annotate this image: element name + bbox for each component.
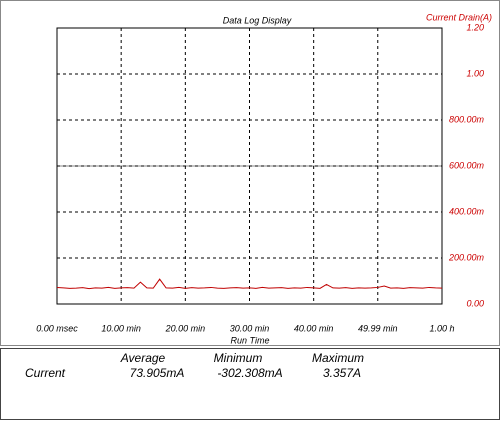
x-tick-label: 20.00 min bbox=[165, 323, 206, 333]
x-tick-label: 0.00 msec bbox=[36, 323, 78, 333]
y-tick-label: 200.00m bbox=[448, 252, 485, 262]
stats-row-label: Current bbox=[25, 366, 66, 380]
stats-header: Average bbox=[120, 351, 166, 365]
y-tick-label: 400.00m bbox=[449, 206, 485, 216]
y-tick-label: 600.00m bbox=[449, 160, 485, 170]
y-tick-label: 1.20 bbox=[466, 22, 484, 32]
x-axis-label: Run Time bbox=[231, 335, 270, 345]
stats-value: 3.357A bbox=[323, 366, 361, 380]
y-tick-label: 800.00m bbox=[449, 114, 485, 124]
x-tick-label: 30.00 min bbox=[230, 323, 270, 333]
x-tick-label: 1.00 h bbox=[429, 323, 454, 333]
y-tick-label: 0.00 bbox=[466, 298, 484, 308]
y-axis-label: Current Drain(A) bbox=[426, 12, 492, 22]
data-line bbox=[56, 278, 443, 290]
stats-value: 73.905mA bbox=[130, 366, 185, 380]
stats-header: Minimum bbox=[214, 351, 263, 365]
y-tick-label: 1.00 bbox=[466, 68, 484, 78]
stats-header: Maximum bbox=[312, 351, 364, 365]
x-tick-label: 10.00 min bbox=[101, 323, 141, 333]
x-tick-label: 40.00 min bbox=[294, 323, 334, 333]
stats-panel bbox=[0, 348, 500, 420]
stats-value: -302.308mA bbox=[217, 366, 282, 380]
chart-title: Data Log Display bbox=[223, 15, 292, 25]
x-tick-label: 49.99 min bbox=[358, 323, 398, 333]
